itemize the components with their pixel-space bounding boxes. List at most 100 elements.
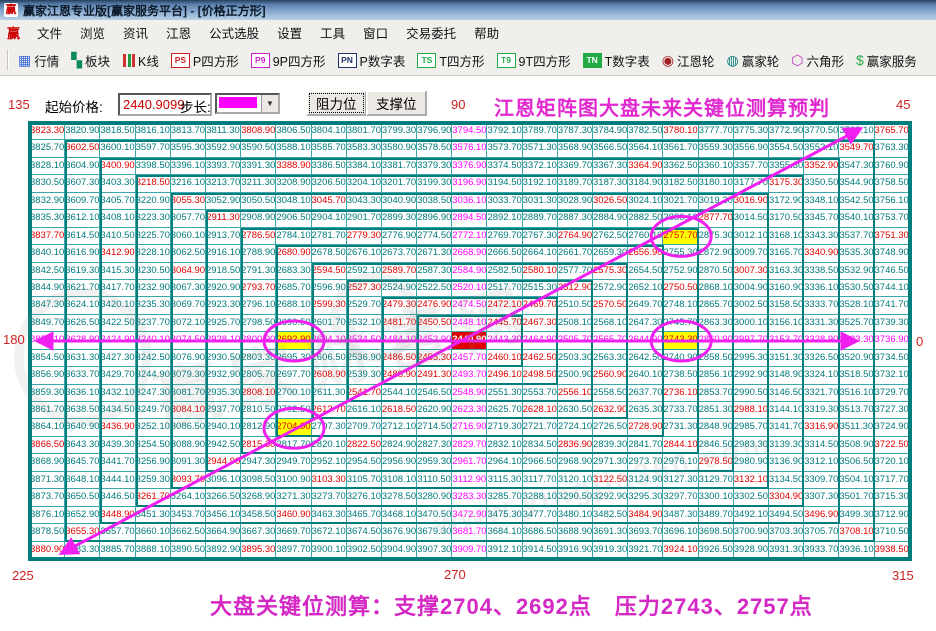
grid-cell: 2901.70 [346, 210, 382, 228]
toolbar-items: ▦ 行情 ▚ 板块 K线 PS P四方形 P9 9P四方形 PN P数字表 TS T四方形 T9 9T四方形… [12, 51, 923, 70]
grid-cell: 3076.90 [170, 349, 206, 368]
grid-cell: 3360.10 [698, 157, 734, 176]
grid-cell: 2608.90 [311, 367, 347, 385]
grid-cell: 3662.50 [170, 524, 206, 542]
grid-cell: 3686.50 [522, 524, 558, 542]
grid-cell: 3777.70 [698, 123, 734, 141]
menu-item[interactable]: 文件 [37, 27, 63, 41]
grid-cell: 3715.30 [874, 489, 910, 507]
grid-cell: 3165.70 [768, 245, 805, 263]
angle-label-225: 225 [12, 568, 34, 583]
grid-cell: 2460.10 [487, 349, 523, 368]
grid-cell: 3928.90 [733, 541, 769, 559]
menu-item[interactable]: 资讯 [123, 27, 149, 41]
grid-cell: 3225.70 [135, 227, 171, 246]
menu-item[interactable]: 工具 [320, 27, 346, 41]
grid-cell: 3405.70 [100, 192, 136, 211]
grid-cell: 3523.30 [839, 332, 875, 350]
grid-cell: 2462.50 [522, 349, 558, 368]
grid-cell: 3458.50 [241, 506, 277, 525]
P9-badge-icon: P9 [250, 52, 270, 68]
grid-cell: 2520.10 [452, 279, 488, 298]
toolbar-button[interactable]: T9 9T四方形 [491, 51, 577, 70]
grid-cell: 2928.10 [205, 332, 242, 350]
grid-cell: 2822.50 [346, 436, 382, 455]
menu-item[interactable]: 帮助 [474, 27, 500, 41]
grid-cell: 3780.10 [663, 123, 699, 141]
support-button[interactable]: 支撑位 [366, 90, 427, 116]
resistance-button[interactable]: 阻力位 [306, 90, 367, 116]
grid-cell: 2877.70 [698, 210, 734, 228]
grid-cell: 3499.30 [839, 506, 875, 525]
grid-cell: 3669.70 [276, 524, 312, 542]
grid-cell: 3482.50 [593, 506, 629, 525]
grid-cell: 2796.10 [241, 297, 277, 315]
toolbar-button-label: 赢家轮 [741, 54, 780, 69]
grid-cell: 3830.50 [30, 175, 66, 193]
toolbar-button-label: K线 [138, 54, 159, 69]
menu-item[interactable]: 设置 [277, 27, 303, 41]
menu-item[interactable]: 交易委托 [406, 27, 457, 41]
grid-cell: 3146.50 [768, 384, 805, 402]
grid-cell: 2712.10 [381, 419, 418, 437]
grid-cell: 3026.50 [593, 192, 629, 211]
grid-cell: 3376.90 [452, 157, 488, 176]
grid-cell: 2450.50 [417, 314, 453, 333]
grid-cell: 3696.10 [663, 524, 699, 542]
toolbar-button[interactable]: ▚ 板块 [65, 51, 116, 70]
toolbar-button[interactable]: ⬡ 六角形 [785, 51, 850, 70]
step-combobox[interactable]: ▼ [215, 93, 280, 114]
toolbar-button[interactable]: K线 [116, 51, 165, 70]
menu-item[interactable]: 窗口 [363, 27, 389, 41]
toolbar-button[interactable]: $ 赢家服务 [850, 51, 923, 70]
grid-cell: 2575.30 [593, 262, 629, 280]
grid-cell: 2904.10 [311, 210, 347, 228]
toolbar-button-label: T四方形 [439, 54, 485, 69]
toolbar-button[interactable]: TN T数字表 [577, 51, 656, 70]
grid-cell: 2611.30 [311, 384, 347, 402]
grid-cell: 3876.10 [30, 506, 66, 525]
grid-cell: 2870.50 [698, 262, 734, 280]
toolbar-button[interactable]: PS P四方形 [165, 51, 245, 70]
menu-item[interactable]: 公式选股 [209, 27, 260, 41]
grid-cell: 2810.50 [241, 402, 277, 420]
grid-cell: 3050.50 [241, 192, 277, 211]
grid-cell: 2668.90 [452, 245, 488, 263]
grid-cell: 2700.10 [276, 384, 312, 402]
grid-cell: 2582.50 [487, 262, 523, 280]
grid-cell: 3758.50 [874, 175, 910, 193]
toolbar-button[interactable]: TS T四方形 [411, 51, 490, 70]
toolbar-button[interactable]: ◉ 江恩轮 [656, 51, 721, 70]
grid-cell: 3796.90 [417, 123, 453, 141]
grid-cell: 2959.30 [417, 454, 453, 472]
key-levels-status: 大盘关键位测算：支撑2704、2692点 压力2743、2757点 [210, 594, 813, 619]
grid-cells: 3823.30 3820.90 3818.50 3816.10 3813.70 3811.… [30, 123, 910, 559]
grid-cell: 3825.70 [30, 140, 66, 158]
toolbar-button[interactable]: PN P数字表 [332, 51, 412, 70]
grid-cell: 3456.10 [205, 506, 242, 525]
grid-cell: 3132.10 [733, 471, 769, 490]
grid-cell: 3789.70 [522, 123, 558, 141]
grid-cell: 3631.30 [65, 349, 101, 368]
grid-cell: 3480.10 [557, 506, 593, 525]
menu-item[interactable]: 浏览 [80, 27, 106, 41]
menu-item[interactable]: 江恩 [166, 27, 192, 41]
toolbar-button[interactable]: ◍ 赢家轮 [720, 51, 785, 70]
chevron-down-icon[interactable]: ▼ [261, 95, 278, 112]
grid-cell: 3204.10 [346, 175, 382, 193]
grid-cell: 3801.70 [346, 123, 382, 141]
grid-cell: 3688.90 [557, 524, 593, 542]
toolbar-button[interactable]: P9 9P四方形 [245, 51, 332, 70]
grid-cell: 3638.50 [65, 402, 101, 420]
grid-cell: 3290.50 [557, 489, 593, 507]
grid-cell: 2815.30 [241, 436, 277, 455]
grid-cell: 3506.50 [839, 454, 875, 472]
grid-cell: 2956.90 [381, 454, 418, 472]
grid-cell: 3309.70 [804, 471, 840, 490]
toolbar-button[interactable]: ▦ 行情 [12, 51, 65, 70]
grid-cell: 3530.50 [839, 279, 875, 298]
grid-cell: 3422.50 [100, 314, 136, 333]
grid-cell: 3600.10 [100, 140, 136, 158]
grid-cell: 2992.90 [733, 367, 769, 385]
start-price-input[interactable] [118, 93, 212, 116]
